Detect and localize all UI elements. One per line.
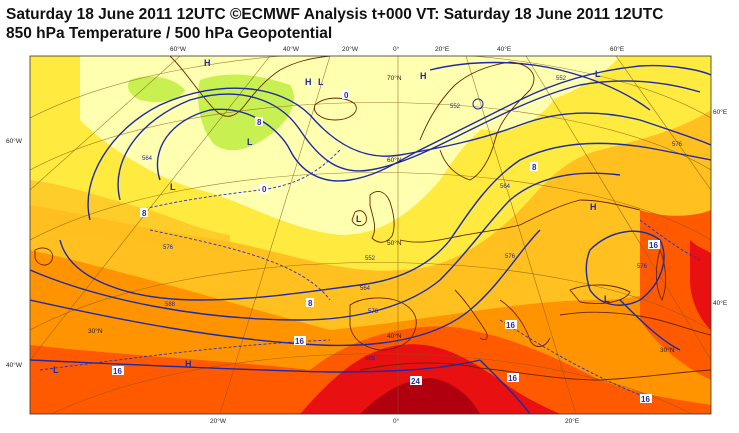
edge-label: 40°W	[6, 361, 23, 369]
temperature-label: 16	[649, 241, 658, 250]
lon-label: 60°E	[610, 45, 625, 53]
temperature-label: 16	[506, 321, 515, 330]
contour-label: 552	[365, 256, 376, 262]
lon-label: 0°	[393, 417, 400, 425]
lon-label: 20°E	[565, 417, 580, 425]
coastlines	[34, 56, 711, 381]
temperature-field	[30, 56, 711, 414]
contour-label: 576	[163, 245, 174, 251]
temperature-label: 0	[344, 91, 349, 100]
temperature-label: 16	[113, 367, 122, 376]
contour-label: 552	[556, 76, 567, 82]
high-marker: H	[590, 202, 597, 212]
low-marker: L	[318, 77, 324, 87]
temperature-labels: 0 0 8 8 8 8 16 16 16 16 16 16 24	[112, 90, 660, 404]
high-marker: H	[420, 71, 427, 81]
lon-label: 60°W	[170, 45, 187, 53]
low-marker: L	[53, 365, 59, 375]
low-marker: L	[247, 137, 253, 147]
edge-label: 40°E	[713, 299, 728, 307]
low-marker: L	[604, 294, 610, 304]
edge-label: 60°E	[713, 108, 728, 116]
geopotential-contours	[30, 61, 711, 414]
temperature-label: 16	[641, 395, 650, 404]
temperature-label: 8	[532, 163, 537, 172]
graticule-lines	[30, 56, 711, 414]
graticule-labels: 60°W 40°W 20°W 0° 20°E 40°E 60°E 20°W 0°…	[6, 45, 728, 425]
high-marker: H	[204, 58, 211, 68]
temperature-label: 24	[411, 377, 420, 386]
temperature-label: 0	[262, 185, 267, 194]
lon-label: 40°E	[497, 45, 512, 53]
title-line-2: 850 hPa Temperature / 500 hPa Geopotenti…	[6, 25, 333, 42]
edge-label: 60°W	[6, 137, 23, 145]
contour-label: 588	[165, 302, 176, 308]
lat-label: 30°N	[88, 327, 103, 335]
lon-label: 0°	[393, 45, 400, 53]
low-marker: L	[170, 182, 176, 192]
contour-label: 576	[672, 142, 683, 148]
contour-label: 576	[637, 264, 648, 270]
lon-label: 20°E	[435, 45, 450, 53]
pressure-centres: H H H H H L L L L L L L	[53, 58, 610, 375]
geopotential-labels: 552 552 564 576 588 588 576 564 552 564 …	[142, 76, 683, 362]
contour-label: 588	[365, 356, 376, 362]
contour-label: 564	[360, 286, 371, 292]
lat-label: 60°N	[387, 156, 402, 164]
contour-label: 576	[505, 254, 516, 260]
low-marker: L	[356, 214, 362, 224]
temperature-label: 16	[508, 374, 517, 383]
lat-label: 50°N	[387, 239, 402, 247]
map-frame	[29, 55, 712, 415]
lat-label: 30°N	[660, 346, 675, 354]
lat-label: 70°N	[387, 74, 402, 82]
contour-label: 564	[142, 156, 153, 162]
temperature-label: 16	[295, 337, 304, 346]
temperature-label: 8	[308, 299, 313, 308]
lat-label: 40°N	[387, 332, 402, 340]
contour-label: 552	[450, 104, 461, 110]
lon-label: 40°W	[283, 45, 300, 53]
low-marker: L	[595, 69, 601, 79]
temperature-label: 8	[257, 118, 262, 127]
contour-label: 576	[368, 309, 379, 315]
lon-label: 20°W	[210, 417, 227, 425]
high-marker: H	[305, 77, 312, 87]
title-line-1: Saturday 18 June 2011 12UTC ©ECMWF Analy…	[6, 6, 664, 23]
cyclone-symbol	[472, 98, 484, 110]
temperature-label: 8	[142, 209, 147, 218]
lon-label: 20°W	[342, 45, 359, 53]
high-marker: H	[185, 359, 192, 369]
contour-label: 564	[500, 184, 511, 190]
